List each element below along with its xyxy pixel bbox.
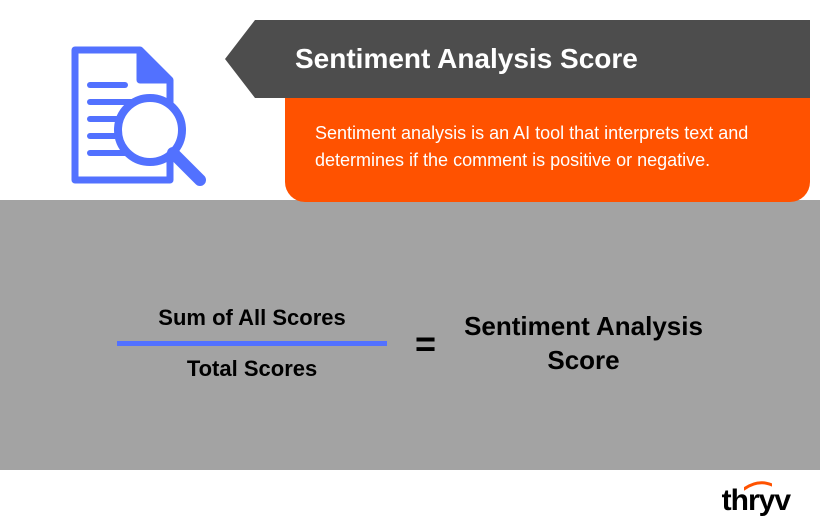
footer: thryv — [0, 470, 820, 532]
denominator: Total Scores — [187, 356, 317, 382]
logo-swoosh-icon — [744, 481, 772, 491]
numerator: Sum of All Scores — [158, 305, 345, 331]
header-title: Sentiment Analysis Score — [295, 43, 638, 75]
header-bar: Sentiment Analysis Score — [255, 20, 810, 98]
description-text: Sentiment analysis is an AI tool that in… — [315, 123, 748, 170]
result-line2: Score — [547, 345, 619, 375]
description-box: Sentiment analysis is an AI tool that in… — [285, 98, 810, 202]
equals-sign: = — [415, 323, 436, 365]
thryv-logo: thryv — [722, 484, 790, 518]
top-section: Sentiment Analysis Score Sentiment analy… — [0, 0, 820, 250]
result-label: Sentiment Analysis Score — [464, 310, 703, 378]
formula-area: Sum of All Scores Total Scores = Sentime… — [0, 305, 820, 382]
result-line1: Sentiment Analysis — [464, 311, 703, 341]
document-magnifier-icon — [40, 30, 220, 210]
fraction: Sum of All Scores Total Scores — [117, 305, 387, 382]
fraction-line — [117, 341, 387, 346]
